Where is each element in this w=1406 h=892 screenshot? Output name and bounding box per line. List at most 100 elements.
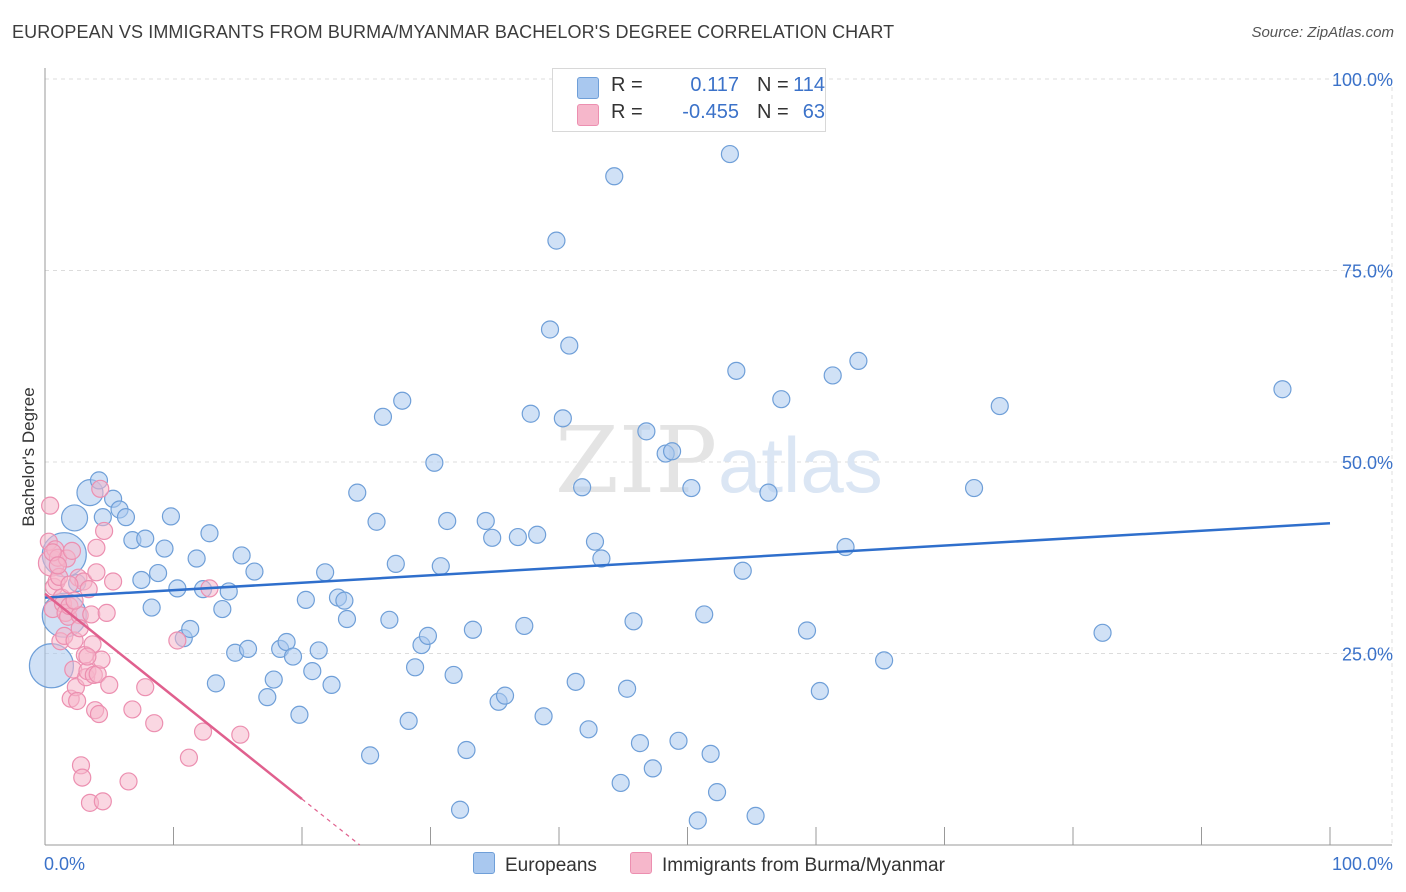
- data-point-immigrants: [104, 572, 123, 591]
- data-point-europeans: [206, 674, 226, 693]
- data-point-europeans: [148, 563, 168, 583]
- data-point-europeans: [181, 619, 200, 639]
- data-point-europeans: [528, 525, 547, 544]
- data-point-europeans: [457, 740, 476, 760]
- series-immigrants-burma: [37, 479, 250, 812]
- data-point-europeans: [238, 639, 258, 659]
- bottom-legend-label: Europeans: [505, 855, 597, 876]
- legend-r-label: R =: [611, 74, 643, 96]
- data-point-europeans: [155, 539, 174, 558]
- watermark-zip: ZIP: [555, 407, 717, 514]
- data-point-europeans: [797, 621, 817, 640]
- data-point-europeans: [746, 806, 765, 825]
- data-point-europeans: [361, 746, 380, 765]
- chart-title: EUROPEAN VS IMMIGRANTS FROM BURMA/MYANMA…: [12, 22, 895, 42]
- data-point-europeans: [393, 391, 412, 410]
- legend-swatch-blue: [577, 77, 599, 99]
- data-point-europeans: [1273, 380, 1292, 399]
- data-point-europeans: [386, 554, 405, 573]
- bottom-legend-swatch-pink: [630, 852, 652, 874]
- data-point-europeans: [759, 483, 778, 502]
- legend-r-value: 0.117: [690, 74, 739, 96]
- data-point-europeans: [662, 442, 682, 461]
- data-point-europeans: [444, 665, 463, 685]
- trend-line-europeans: [44, 522, 1331, 599]
- data-point-immigrants: [123, 700, 142, 719]
- data-point-europeans: [367, 512, 386, 531]
- data-point-europeans: [373, 407, 393, 426]
- data-point-immigrants: [87, 538, 106, 557]
- bottom-legend-immigrants: Immigrants from Burma/Myanmar: [630, 852, 945, 877]
- data-point-europeans: [618, 679, 637, 698]
- data-point-europeans: [116, 508, 136, 527]
- data-point-europeans: [611, 773, 630, 793]
- data-point-europeans: [592, 549, 611, 568]
- data-point-immigrants: [119, 772, 138, 791]
- data-point-immigrants: [41, 496, 60, 515]
- legend-n-label: N =: [757, 101, 789, 123]
- bottom-legend-label: Immigrants from Burma/Myanmar: [662, 855, 945, 876]
- legend-n-value: 114: [793, 74, 825, 96]
- data-point-immigrants: [48, 556, 67, 575]
- data-point-europeans: [810, 681, 829, 701]
- data-point-immigrants: [179, 748, 199, 767]
- data-point-europeans: [669, 731, 688, 750]
- data-point-europeans: [463, 620, 483, 639]
- watermark: ZIP atlas: [555, 407, 883, 514]
- data-point-europeans: [707, 783, 727, 802]
- data-point-immigrants: [100, 675, 119, 695]
- data-point-europeans: [964, 478, 984, 498]
- data-point-europeans: [540, 320, 560, 339]
- data-point-europeans: [643, 759, 662, 778]
- x-tick-label: 100.0%: [1332, 854, 1393, 874]
- data-point-europeans: [425, 453, 444, 472]
- data-point-europeans: [418, 626, 438, 645]
- data-point-europeans: [337, 609, 357, 629]
- data-point-europeans: [495, 686, 515, 705]
- data-point-europeans: [1093, 623, 1112, 642]
- data-point-europeans: [132, 570, 151, 590]
- data-point-europeans: [283, 647, 303, 666]
- data-point-europeans: [605, 167, 624, 186]
- data-point-europeans: [727, 361, 746, 380]
- data-point-immigrants: [231, 725, 250, 744]
- data-point-europeans: [200, 524, 219, 543]
- tick-labels: 25.0% 50.0% 75.0% 100.0% 0.0% 100.0%: [44, 70, 1393, 874]
- data-point-europeans: [187, 549, 206, 568]
- legend: R = 0.117 N = 114 R = -0.455 N = 63: [552, 68, 826, 132]
- data-point-europeans: [290, 705, 309, 724]
- data-point-immigrants: [79, 580, 98, 599]
- bottom-legend-europeans: Europeans: [473, 852, 597, 877]
- data-point-europeans: [136, 529, 155, 548]
- data-point-europeans: [624, 612, 643, 631]
- data-point-europeans: [560, 336, 579, 355]
- data-point-europeans: [630, 734, 650, 753]
- data-point-europeans: [553, 409, 572, 428]
- data-point-europeans: [296, 590, 315, 609]
- data-point-europeans: [322, 675, 341, 695]
- data-point-europeans: [450, 800, 470, 819]
- data-point-europeans: [637, 422, 656, 441]
- bottom-legend-swatch-blue: [473, 852, 495, 874]
- y-tick-label: 100.0%: [1332, 70, 1393, 90]
- data-point-europeans: [476, 511, 495, 531]
- data-point-europeans: [849, 351, 868, 370]
- data-point-immigrants: [60, 575, 79, 594]
- data-point-immigrants: [136, 678, 155, 697]
- data-point-europeans: [142, 598, 161, 617]
- trend-lines: [44, 522, 1331, 846]
- data-point-europeans: [264, 670, 283, 689]
- y-tick-label: 75.0%: [1342, 262, 1393, 282]
- data-point-europeans: [772, 390, 791, 409]
- data-point-europeans: [258, 688, 277, 707]
- data-point-europeans: [566, 672, 585, 691]
- series-europeans: [28, 144, 1292, 830]
- legend-swatch-pink: [577, 104, 599, 126]
- data-point-europeans: [515, 616, 534, 636]
- data-point-immigrants: [93, 792, 112, 811]
- data-point-immigrants: [62, 541, 82, 560]
- y-axis-label: Bachelor's Degree: [19, 387, 38, 526]
- legend-r-value: -0.455: [682, 101, 739, 123]
- data-point-europeans: [534, 707, 553, 726]
- data-point-immigrants: [89, 704, 109, 724]
